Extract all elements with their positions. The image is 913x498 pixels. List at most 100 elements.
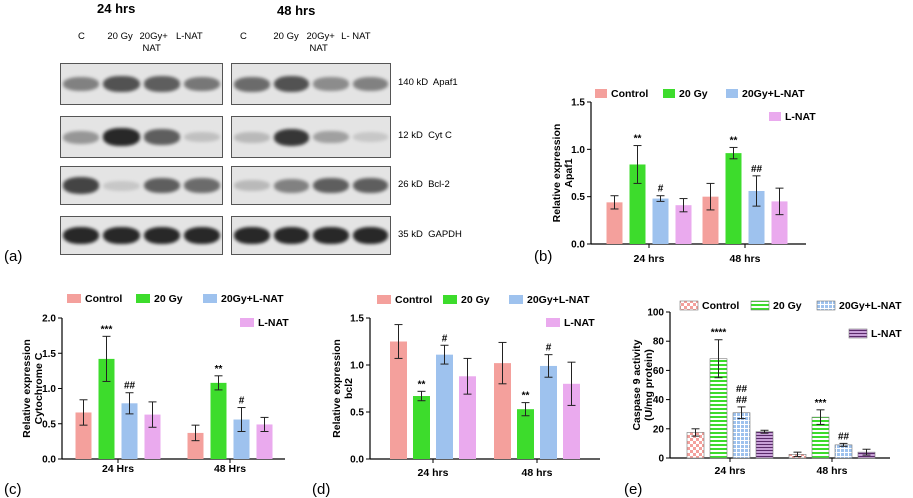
legend-swatch-20gy-lnat: [726, 89, 738, 98]
y-axis-label: Caspase 9 activity: [631, 339, 643, 430]
legend-label-20gy: 20 Gy: [461, 294, 490, 306]
y-axis-label: Relative expression: [331, 339, 343, 438]
x-tick-label: 24 Hrs: [102, 463, 134, 475]
chart-b: 0.0 0.5 1.0 1.5 Relative expression Apaf1 24 h…: [551, 88, 816, 265]
lane-label-24h-1: 20 Gy: [107, 31, 133, 42]
lane-label-24h-2: NAT: [142, 43, 161, 54]
legend-swatch-20gy: [443, 295, 457, 304]
blot-band: [63, 130, 100, 144]
legend-swatch-lnat: [848, 328, 868, 339]
blot-band: [183, 226, 220, 245]
lane-label-48h-1: 20 Gy: [273, 31, 299, 42]
blot-band: [183, 76, 220, 92]
bar-lnat-group2: [771, 201, 788, 244]
blot-band: [313, 226, 349, 245]
blot-band: [352, 77, 388, 91]
bar-20gy-lnat-group2: [748, 190, 765, 244]
bar-control-group2: [187, 432, 204, 459]
bar-20gy-lnat-group1: [436, 354, 453, 459]
blot-band: [103, 180, 140, 191]
legend-label-20gy-lnat: 20Gy+L-NAT: [839, 300, 902, 312]
blot-band: [234, 131, 270, 143]
y-tick-label: 2.0: [42, 314, 56, 325]
significance-mark: ##: [838, 431, 850, 442]
y-tick-label: 1.0: [571, 145, 585, 156]
blot-row-label-cytc: 12 kD Cyt C: [398, 130, 452, 141]
significance-mark: ##: [736, 384, 748, 395]
bar-control-group2: [702, 196, 719, 244]
legend-label-control: Control: [85, 293, 122, 305]
bar-20gy-lnat-group1: [121, 403, 138, 459]
y-axis-label: bcl2: [343, 378, 355, 399]
legend-swatch-lnat: [546, 318, 560, 327]
significance-mark: #: [658, 184, 664, 195]
blot-band: [234, 76, 270, 92]
blot-cytc-48h: [231, 116, 391, 158]
blot-band: [352, 177, 388, 194]
legend-label-lnat: L-NAT: [258, 317, 289, 329]
blot-band: [63, 226, 100, 245]
bar-20gy-lnat-group2: [233, 419, 250, 459]
bar-lnat-group1: [144, 414, 161, 459]
y-tick-label: 0.5: [571, 192, 585, 203]
legend-swatch-20gy: [663, 89, 675, 98]
blot-band: [63, 77, 100, 91]
significance-mark: **: [522, 391, 530, 402]
bar-20gy-group2: [517, 409, 534, 459]
blot-band: [103, 76, 140, 92]
bar-lnat-group1: [675, 205, 692, 244]
significance-mark: **: [215, 364, 223, 375]
x-tick-label: 48 hrs: [817, 465, 848, 477]
legend-label-lnat: L-NAT: [871, 328, 902, 340]
bar-20gy-group1: [629, 164, 646, 244]
y-tick-label: 80: [653, 337, 665, 348]
blot-band: [103, 128, 140, 146]
x-tick-label: 48 hrs: [730, 253, 761, 265]
panel-letter-d: (d): [312, 481, 331, 498]
blot-band: [273, 76, 309, 92]
x-tick-label: 24 hrs: [418, 467, 449, 479]
blot-band: [143, 177, 180, 194]
legend-label-20gy-lnat: 20Gy+L-NAT: [221, 293, 284, 305]
legend-label-control: Control: [702, 300, 739, 312]
lane-label-48h-3: L- NAT: [341, 31, 371, 42]
bar-20gy-lnat-group1: [652, 198, 669, 244]
blot-cytc-24h: [60, 116, 223, 158]
significance-mark: #: [239, 396, 245, 407]
y-tick-label: 1.5: [571, 98, 585, 109]
y-tick-label: 100: [647, 308, 664, 319]
blot-header-24hrs: 24 hrs: [97, 1, 136, 16]
blot-bcl2-24h: [60, 166, 223, 205]
legend-swatch-lnat: [240, 318, 254, 327]
blot-band: [313, 77, 349, 91]
bar-20gy-lnat-group2: [834, 444, 853, 459]
y-axis-label: Apaf1: [563, 158, 575, 187]
legend-label-20gy-lnat: 20Gy+L-NAT: [742, 88, 805, 100]
legend-swatch-control: [377, 295, 391, 304]
blot-band: [352, 132, 388, 142]
y-axis-label: Cytochrome C: [33, 352, 45, 424]
blot-row-label-gapdh: 35 kD GAPDH: [398, 229, 462, 240]
legend-swatch-control: [679, 300, 699, 311]
significance-mark: ****: [711, 328, 727, 339]
blot-band: [143, 129, 180, 145]
bar-control-group1: [75, 412, 92, 459]
y-tick-label: 40: [653, 395, 665, 406]
bar-20gy-group2: [725, 153, 742, 244]
significance-mark: ***: [815, 398, 827, 409]
significance-mark: ##: [751, 164, 763, 175]
lane-label-48h-2: 20Gy+: [306, 31, 335, 42]
bar-control-group1: [606, 202, 623, 244]
panel-letter-a: (a): [4, 248, 23, 265]
chart-d: 0.0 0.5 1.0 1.5 Relative expression bcl2 24 hr…: [331, 294, 600, 479]
bar-lnat-group2: [563, 383, 580, 459]
blot-band: [234, 180, 270, 191]
lane-label-48h-0: C: [239, 31, 247, 42]
bar-lnat-group2: [256, 424, 273, 459]
bar-20gy-lnat-group1: [732, 412, 751, 459]
bar-20gy-lnat-group2: [540, 365, 557, 459]
significance-mark: **: [418, 379, 426, 390]
legend-label-20gy: 20 Gy: [773, 300, 802, 312]
blot-band: [273, 128, 309, 146]
